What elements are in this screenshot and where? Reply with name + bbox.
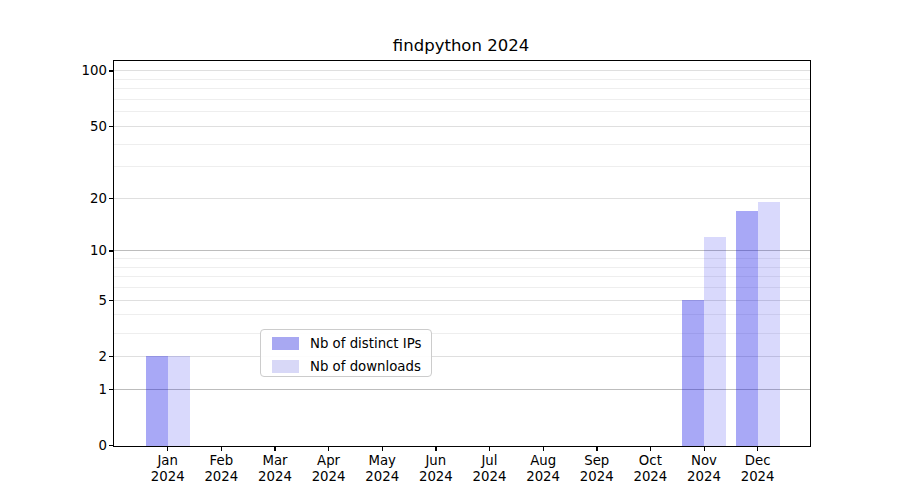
chart-title: findpython 2024: [113, 36, 809, 55]
x-tick-label: Aug 2024: [513, 453, 573, 485]
bar-nb-of-distinct-ips: [682, 300, 704, 445]
figure: findpython 2024 0125102050100Jan 2024Feb…: [0, 0, 900, 500]
y-tick: [109, 356, 113, 357]
x-tick: [596, 447, 597, 451]
minor-gridline: [114, 99, 810, 100]
legend-item: Nb of downloads: [261, 356, 431, 376]
major-gridline: [114, 198, 810, 199]
x-tick: [650, 447, 651, 451]
x-tick-label: May 2024: [352, 453, 412, 485]
x-tick: [382, 447, 383, 451]
y-tick: [109, 300, 113, 301]
x-tick: [221, 447, 222, 451]
bar-nb-of-distinct-ips: [736, 211, 758, 446]
x-tick-label: Jul 2024: [459, 453, 519, 485]
bar-nb-of-downloads: [758, 202, 780, 445]
x-tick: [274, 447, 275, 451]
major-gridline: [114, 70, 810, 71]
y-tick: [109, 126, 113, 127]
legend-label: Nb of distinct IPs: [310, 336, 421, 351]
bar-nb-of-downloads: [168, 356, 190, 445]
y-tick-label: 50: [47, 120, 107, 133]
legend-item: Nb of distinct IPs: [261, 333, 431, 353]
x-tick-label: Sep 2024: [567, 453, 627, 485]
x-tick-label: Mar 2024: [245, 453, 305, 485]
minor-gridline: [114, 88, 810, 89]
legend-swatch-nb-of-downloads: [272, 360, 299, 373]
x-tick: [328, 447, 329, 451]
y-tick-label: 100: [47, 64, 107, 77]
x-tick: [543, 447, 544, 451]
x-tick-label: Nov 2024: [674, 453, 734, 485]
y-tick: [109, 445, 113, 446]
minor-gridline: [114, 79, 810, 80]
y-tick: [109, 250, 113, 251]
x-tick: [704, 447, 705, 451]
y-tick: [109, 198, 113, 199]
minor-gridline: [114, 166, 810, 167]
x-tick-label: Oct 2024: [620, 453, 680, 485]
y-tick-label: 20: [47, 192, 107, 205]
x-tick-label: Jun 2024: [406, 453, 466, 485]
y-tick: [109, 70, 113, 71]
y-tick-label: 10: [47, 244, 107, 257]
y-tick-label: 5: [47, 294, 107, 307]
x-tick: [757, 447, 758, 451]
x-tick-label: Jan 2024: [138, 453, 198, 485]
y-tick-label: 1: [47, 383, 107, 396]
legend-swatch-nb-of-distinct-ips: [272, 337, 299, 350]
major-gridline: [114, 126, 810, 127]
x-tick-label: Dec 2024: [728, 453, 788, 485]
legend-label: Nb of downloads: [310, 359, 421, 374]
bar-nb-of-downloads: [704, 237, 726, 445]
plot-area: 0125102050100Jan 2024Feb 2024Mar 2024Apr…: [113, 60, 811, 447]
x-tick: [435, 447, 436, 451]
y-tick: [109, 389, 113, 390]
minor-gridline: [114, 111, 810, 112]
x-tick-label: Feb 2024: [191, 453, 251, 485]
bar-nb-of-distinct-ips: [146, 356, 168, 445]
y-tick-label: 2: [47, 350, 107, 363]
y-tick-label: 0: [47, 439, 107, 452]
x-tick-label: Apr 2024: [299, 453, 359, 485]
minor-gridline: [114, 144, 810, 145]
x-tick: [167, 447, 168, 451]
legend: Nb of distinct IPs Nb of downloads: [260, 329, 432, 377]
x-tick: [489, 447, 490, 451]
